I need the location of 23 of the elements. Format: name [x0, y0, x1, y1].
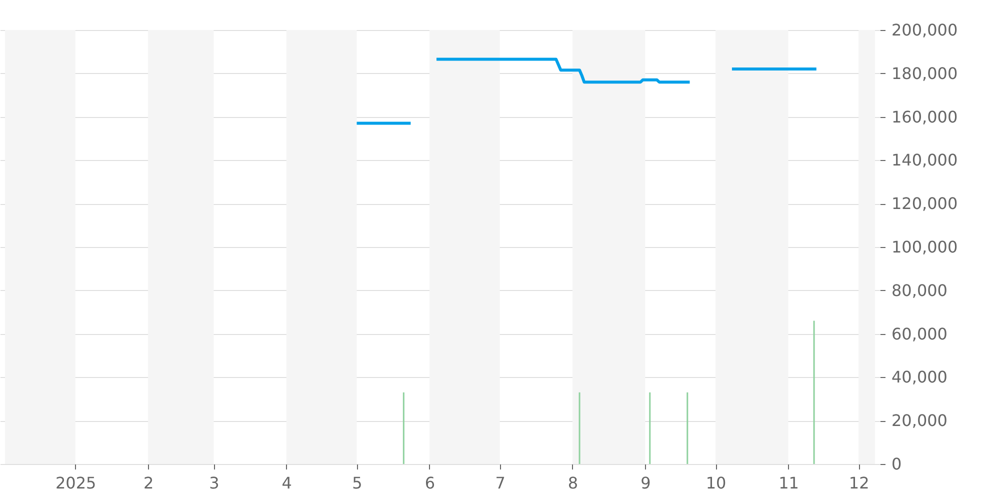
- x-tick-label: 2: [143, 474, 154, 492]
- x-tick-label: 6: [424, 474, 436, 492]
- y-tick-label: 0: [892, 454, 902, 474]
- y-tick-label: 160,000: [892, 107, 958, 126]
- x-tick-label: 9: [640, 474, 651, 492]
- x-tick-label: 5: [352, 474, 362, 492]
- x-tick-label: 4: [282, 474, 292, 492]
- y-tick-label: 140,000: [892, 150, 958, 170]
- x-tick-label: 2025: [55, 474, 96, 492]
- y-tick-label: 200,000: [892, 20, 958, 40]
- x-tick-label: 3: [209, 474, 220, 492]
- x-tick-label: 8: [568, 474, 578, 492]
- y-tick-label: 40,000: [892, 368, 948, 387]
- y-tick-label: 60,000: [892, 324, 948, 344]
- x-tick-label: 11: [778, 474, 799, 492]
- x-tick-label: 7: [495, 474, 506, 492]
- y-tick-label: 100,000: [892, 238, 958, 256]
- y-tick-label: 80,000: [892, 280, 948, 300]
- x-tick-label: 10: [706, 474, 726, 492]
- y-tick-label: 20,000: [892, 411, 948, 430]
- x-tick-label: 12: [848, 474, 870, 492]
- y-tick-label: 120,000: [892, 194, 958, 214]
- y-tick-label: 180,000: [892, 64, 958, 83]
